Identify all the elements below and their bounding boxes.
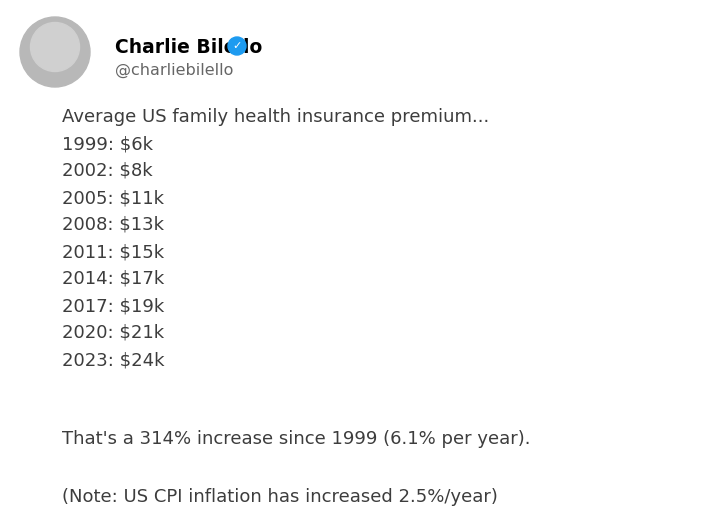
Text: Average US family health insurance premium...: Average US family health insurance premi… [62,108,489,126]
Text: 2017: $19k: 2017: $19k [62,297,164,315]
Circle shape [228,37,246,55]
Text: 2008: $13k: 2008: $13k [62,216,164,234]
Text: Charlie Bilello: Charlie Bilello [115,38,262,57]
Text: 2020: $21k: 2020: $21k [62,324,164,342]
Text: ✓: ✓ [232,42,242,52]
Text: 2002: $8k: 2002: $8k [62,162,152,180]
Text: (Note: US CPI inflation has increased 2.5%/year): (Note: US CPI inflation has increased 2.… [62,488,498,506]
Text: That's a 314% increase since 1999 (6.1% per year).: That's a 314% increase since 1999 (6.1% … [62,430,531,448]
Circle shape [20,17,90,87]
Text: 2011: $15k: 2011: $15k [62,243,164,261]
Text: 2005: $11k: 2005: $11k [62,189,164,207]
Circle shape [30,23,80,71]
Text: 1999: $6k: 1999: $6k [62,135,153,153]
Text: 2023: $24k: 2023: $24k [62,351,165,369]
Text: 2014: $17k: 2014: $17k [62,270,164,288]
Text: @charliebilello: @charliebilello [115,63,233,78]
